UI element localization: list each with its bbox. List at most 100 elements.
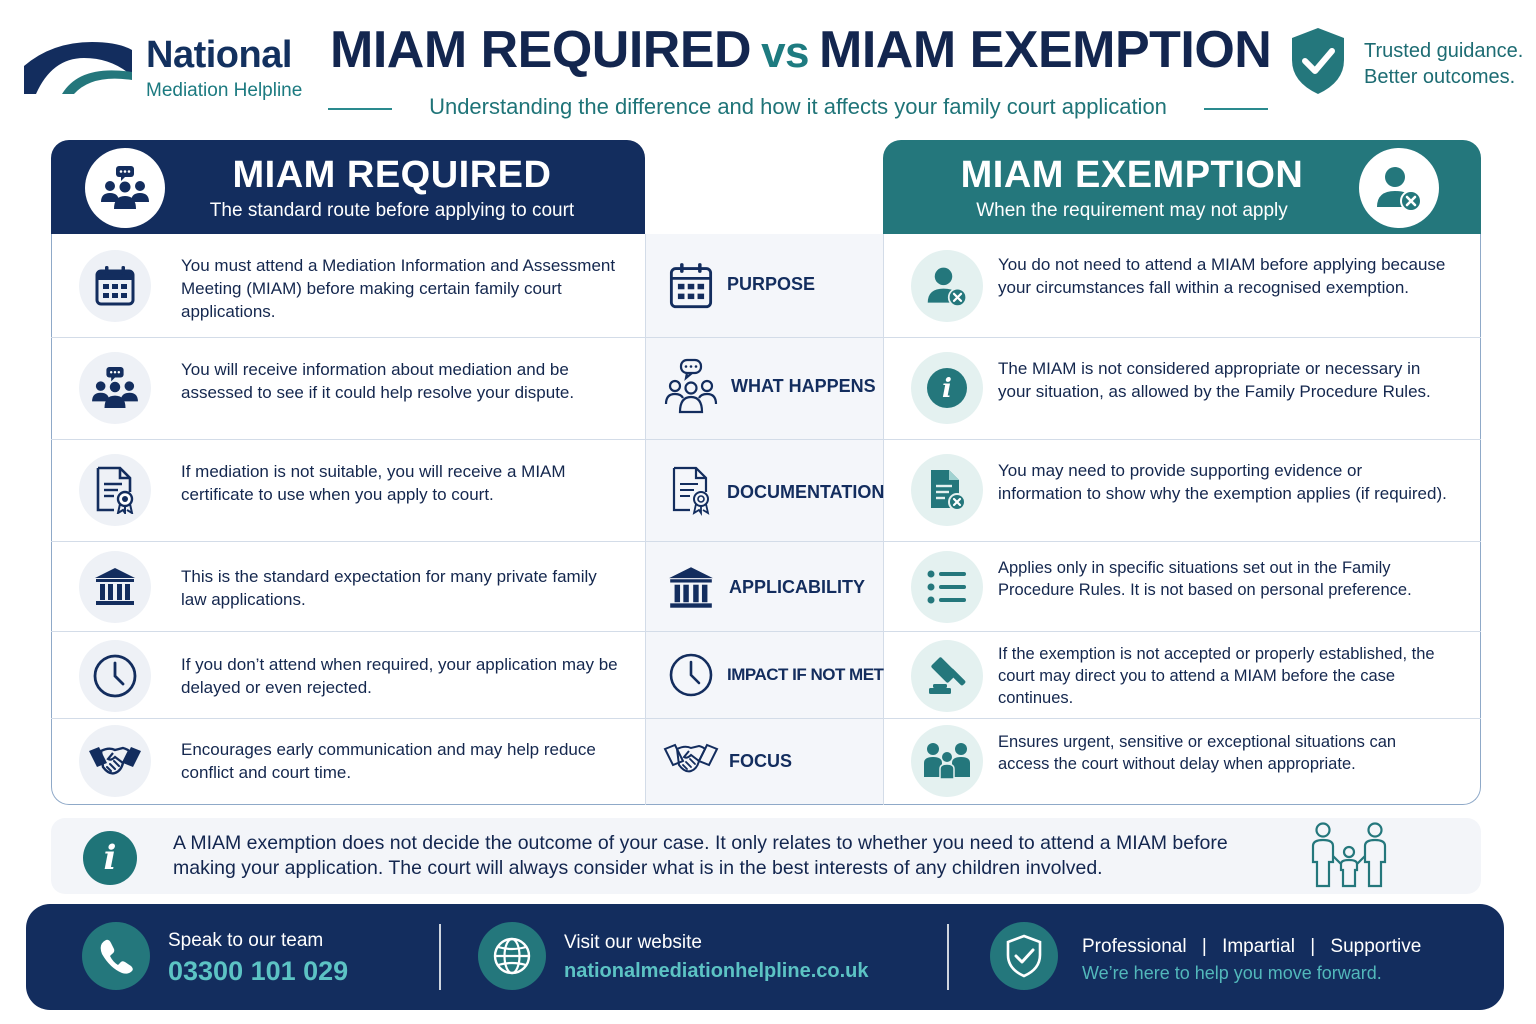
group-chat-icon [92, 367, 138, 409]
footer-separator [947, 924, 949, 990]
row-icon-right [911, 250, 983, 322]
column-divider [645, 719, 646, 805]
row-divider [51, 439, 1481, 440]
row-icon-left [79, 725, 151, 797]
column-divider [883, 542, 884, 632]
exemption-column-title: MIAM EXEMPTION [960, 154, 1304, 196]
row-icon-middle [663, 560, 719, 616]
title-exemption: MIAM EXEMPTION [819, 21, 1272, 79]
row-label-purpose: PURPOSE [727, 274, 816, 294]
calendar-icon [95, 266, 135, 306]
required-cell-text: If you don’t attend when required, your … [181, 655, 618, 697]
required-cell-text: You will receive information about media… [181, 360, 575, 402]
middle-column-background [645, 234, 883, 804]
shield-icon-circle [990, 922, 1058, 990]
exemption-cell-text: The MIAM is not considered appropriate o… [998, 359, 1431, 401]
row-divider [51, 718, 1481, 719]
website-link[interactable]: nationalmediationhelpline.co.uk [564, 960, 869, 982]
row-divider [51, 337, 1481, 338]
exemption-cell-text: If the exemption is not accepted or prop… [998, 645, 1435, 707]
globe-icon-circle[interactable] [478, 922, 546, 990]
required-column-title: MIAM REQUIRED [232, 154, 552, 196]
row-icon-right [911, 640, 983, 712]
subtitle-rule-right [1204, 108, 1268, 110]
column-divider [883, 440, 884, 542]
gavel-icon [929, 657, 966, 694]
person-x-icon [927, 267, 968, 307]
table-row: This is the standard expectation for man… [51, 542, 1481, 632]
exemption-cell-text: Ensures urgent, sensitive or exceptional… [998, 733, 1397, 773]
document-x-icon [931, 470, 966, 511]
table-row: You will receive information about media… [51, 338, 1481, 440]
row-icon-right: i [911, 352, 983, 424]
trust-badge: Trusted guidance. Better outcomes. [1290, 26, 1530, 106]
column-divider [645, 338, 646, 440]
required-cell-text: This is the standard expectation for man… [181, 567, 597, 609]
value-separator: | [1201, 936, 1207, 957]
required-cell-text: If mediation is not suitable, you will r… [181, 462, 566, 504]
courthouse-icon [669, 567, 713, 608]
row-label-documentation: DOCUMENTATION [727, 482, 885, 502]
value-separator: | [1310, 936, 1316, 957]
column-divider [645, 234, 646, 338]
certificate-icon [672, 466, 710, 516]
calendar-icon [669, 263, 713, 309]
row-divider [51, 541, 1481, 542]
subtitle-row: Understanding the difference and how it … [328, 94, 1268, 124]
value-supportive: Supportive [1330, 936, 1422, 957]
required-header-icon-circle [85, 148, 165, 228]
column-divider [883, 338, 884, 440]
handshake-icon [663, 743, 719, 773]
brand-name: National [146, 34, 292, 76]
exemption-column-subtitle: When the requirement may not apply [976, 200, 1288, 221]
info-icon: i [83, 831, 137, 885]
required-cell-text: You must attend a Mediation Information … [181, 256, 616, 321]
courthouse-icon [95, 568, 135, 605]
handshake-icon [89, 746, 141, 775]
group-chat-icon [664, 358, 718, 414]
phone-icon-circle[interactable] [82, 922, 150, 990]
required-column-subtitle: The standard route before applying to co… [209, 200, 575, 221]
exemption-header-icon-circle [1359, 148, 1439, 228]
exemption-cell-text: You do not need to attend a MIAM before … [998, 255, 1446, 297]
values-line: Professional | Impartial | Supportive [1082, 936, 1421, 958]
brand-logo[interactable]: National Mediation Helpline [22, 30, 322, 110]
logo-arc-icon [24, 42, 132, 94]
phone-number-link[interactable]: 03300 101 029 [168, 956, 349, 986]
table-row: You must attend a Mediation Information … [51, 234, 1481, 338]
shield-check-icon [1006, 934, 1042, 978]
exemption-column-header: MIAM EXEMPTION When the requirement may … [883, 140, 1481, 234]
row-label-applicability: APPLICABILITY [729, 577, 866, 597]
trust-line-2: Better outcomes. [1364, 66, 1516, 88]
row-label-what-happens: WHAT HAPPENS [731, 376, 876, 396]
list-icon [927, 570, 966, 604]
column-divider [645, 440, 646, 542]
brand-subtitle: Mediation Helpline [146, 80, 303, 101]
globe-icon [493, 937, 531, 975]
website-label: Visit our website [564, 932, 702, 953]
row-icon-right [911, 454, 983, 526]
column-divider [883, 719, 884, 805]
row-icon-left [79, 640, 151, 712]
row-icon-left [79, 551, 151, 623]
phone-label: Speak to our team [168, 930, 324, 951]
family-icon [1311, 822, 1387, 888]
exemption-cell-text: You may need to provide supporting evide… [998, 461, 1447, 503]
row-icon-right [911, 551, 983, 623]
column-divider [645, 542, 646, 632]
row-divider [51, 631, 1481, 632]
svg-text:i: i [942, 374, 952, 404]
title-vs: vs [761, 28, 810, 77]
subtitle-rule-left [328, 108, 392, 110]
footer-separator [439, 924, 441, 990]
row-label-focus: FOCUS [729, 751, 792, 771]
comparison-table: MIAM REQUIRED The standard route before … [51, 140, 1481, 805]
shield-check-icon [1292, 28, 1344, 94]
row-icon-left [79, 250, 151, 322]
row-icon-middle [663, 647, 719, 703]
value-impartial: Impartial [1222, 936, 1295, 957]
column-divider [883, 632, 884, 719]
row-icon-left [79, 352, 151, 424]
table-border [51, 234, 1481, 805]
table-row: Encourages early communication and may h… [51, 719, 1481, 805]
